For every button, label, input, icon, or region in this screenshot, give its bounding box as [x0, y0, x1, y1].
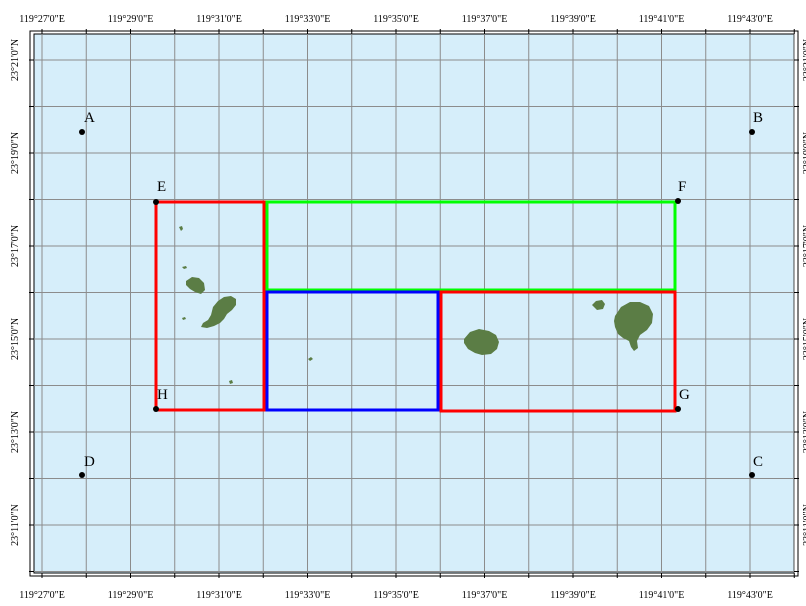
- x-labels-top: 119°27'0"E 119°29'0"E 119°31'0"E 119°33'0"E…: [19, 14, 773, 25]
- y-label-left: 23°11'0"N: [10, 504, 21, 546]
- point-b: B: [749, 110, 763, 135]
- y-label-left: 23°21'0"N: [10, 39, 21, 81]
- x-label-top: 119°35'0"E: [373, 14, 419, 25]
- point-d-label: D: [84, 454, 95, 470]
- x-label-bottom: 119°43'0"E: [727, 590, 773, 601]
- x-label-bottom: 119°27'0"E: [19, 590, 65, 601]
- point-c: C: [749, 454, 763, 478]
- region-boxes: [154, 200, 677, 413]
- red-region-west: [154, 200, 266, 412]
- island-east-round: [464, 329, 499, 355]
- y-label-right: 23°19'0"N: [802, 132, 806, 174]
- point-h-marker: [153, 406, 159, 412]
- island-east-small: [592, 300, 605, 310]
- x-label-bottom: 119°41'0"E: [639, 590, 685, 601]
- x-labels-bottom: 119°27'0"E 119°29'0"E 119°31'0"E 119°33'0"E…: [19, 590, 773, 601]
- y-label-right: 23°21'0"N: [802, 39, 806, 81]
- point-b-marker: [749, 129, 755, 135]
- island-west-islet-2: [182, 266, 187, 269]
- reference-points: A B C D E F G H: [79, 110, 763, 478]
- point-d-marker: [79, 472, 85, 478]
- x-label-top: 119°33'0"E: [285, 14, 331, 25]
- y-label-right: 23°17'0"N: [802, 225, 806, 267]
- point-g-label: G: [679, 387, 690, 403]
- island-west-main: [201, 296, 236, 328]
- blue-region-center: [265, 290, 440, 412]
- point-h: H: [153, 387, 168, 412]
- x-label-top: 119°41'0"E: [639, 14, 685, 25]
- y-label-left: 23°13'0"N: [10, 411, 21, 453]
- point-g-marker: [675, 406, 681, 412]
- point-e: E: [153, 179, 166, 205]
- point-a: A: [79, 110, 95, 135]
- point-h-label: H: [157, 387, 168, 403]
- y-label-left: 23°15'0"N: [10, 318, 21, 360]
- x-label-bottom: 119°29'0"E: [108, 590, 154, 601]
- x-label-top: 119°27'0"E: [19, 14, 65, 25]
- red-region-east: [439, 290, 677, 413]
- island-west-islet-3: [182, 317, 186, 320]
- island-west-islet-4: [229, 380, 233, 384]
- y-label-right: 23°11'0"N: [802, 504, 806, 546]
- point-d: D: [79, 454, 95, 478]
- x-label-bottom: 119°39'0"E: [550, 590, 596, 601]
- y-label-left: 23°17'0"N: [10, 225, 21, 267]
- x-label-top: 119°31'0"E: [196, 14, 242, 25]
- x-label-top: 119°37'0"E: [462, 14, 508, 25]
- x-label-bottom: 119°33'0"E: [285, 590, 331, 601]
- islands: [179, 226, 653, 384]
- island-west-islet-1: [179, 226, 183, 231]
- point-f: F: [675, 179, 686, 204]
- island-west-small-1: [186, 277, 205, 294]
- sea-area: [33, 33, 795, 574]
- point-f-marker: [675, 198, 681, 204]
- y-label-right: 23°13'0"N: [802, 411, 806, 453]
- x-label-bottom: 119°31'0"E: [196, 590, 242, 601]
- y-labels-left: 23°21'0"N 23°19'0"N 23°17'0"N 23°15'0"N 23°1…: [10, 39, 21, 546]
- x-label-top: 119°43'0"E: [727, 14, 773, 25]
- x-label-top: 119°39'0"E: [550, 14, 596, 25]
- x-label-bottom: 119°37'0"E: [462, 590, 508, 601]
- point-a-label: A: [84, 110, 95, 126]
- point-f-label: F: [678, 179, 686, 195]
- y-label-left: 23°19'0"N: [10, 132, 21, 174]
- y-labels-right: 23°21'0"N 23°19'0"N 23°17'0"N 23°15'0"N 23°1…: [802, 39, 806, 546]
- point-e-label: E: [157, 179, 166, 195]
- island-east-main: [614, 302, 653, 351]
- point-c-marker: [749, 472, 755, 478]
- x-label-top: 119°29'0"E: [108, 14, 154, 25]
- point-g: G: [675, 387, 690, 412]
- island-center-islet: [308, 357, 313, 361]
- green-region-north: [265, 200, 677, 292]
- point-a-marker: [79, 129, 85, 135]
- y-label-right: 23°15'0"N: [802, 318, 806, 360]
- point-b-label: B: [753, 110, 763, 126]
- point-e-marker: [153, 199, 159, 205]
- x-label-bottom: 119°35'0"E: [373, 590, 419, 601]
- frame-ticks: [29, 29, 799, 578]
- point-c-label: C: [753, 454, 763, 470]
